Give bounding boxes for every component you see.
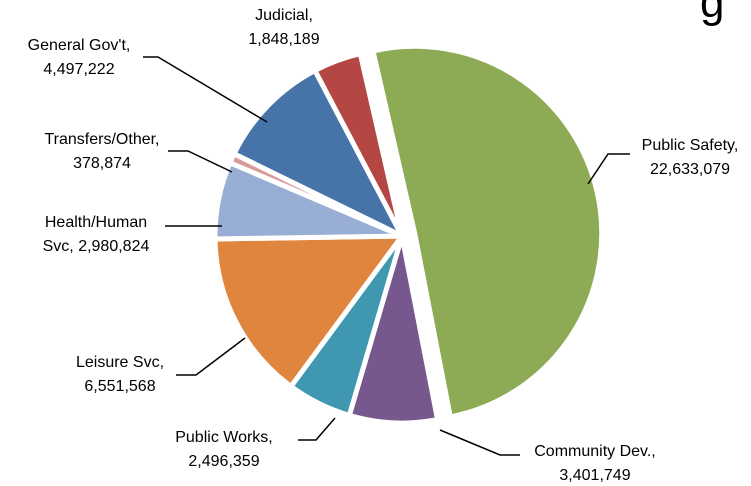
slice-label: Judicial, 1,848,189: [248, 7, 319, 48]
slice-label-line: Leisure Svc,: [76, 354, 164, 371]
pie-slice-judicial: [312, 51, 405, 239]
slice-label-line: 1,848,189: [248, 31, 319, 48]
pie-slice-leisure-svc: [212, 233, 405, 389]
slice-label: General Gov't, 4,497,222: [28, 37, 131, 78]
leader-lines: [143, 56, 630, 456]
slice-label-line: 378,874: [73, 155, 131, 172]
leader-line: [298, 417, 336, 441]
slice-label-line: 22,633,079: [650, 161, 730, 178]
slice-label-line: General Gov't,: [28, 37, 131, 54]
slice-label: Transfers/Other, 378,874: [45, 131, 160, 172]
pie-slices: [212, 43, 605, 426]
pie-slice-public-safety: [370, 43, 605, 420]
slice-label-line: Public Safety,: [642, 137, 739, 154]
leader-line: [587, 153, 630, 185]
slice-label-line: Svc, 2,980,824: [43, 238, 150, 255]
slice-label: Public Safety, 22,633,079: [642, 137, 739, 178]
slice-label: Community Dev., 3,401,749: [534, 443, 656, 484]
slice-labels: Public Safety, 22,633,079 Community Dev., 3…: [28, 7, 739, 484]
slice-label-line: Health/Human: [45, 214, 147, 231]
leader-line: [176, 337, 246, 376]
slice-label-line: 3,401,749: [559, 467, 630, 484]
slice-label-line: 4,497,222: [43, 61, 114, 78]
leader-line: [439, 429, 520, 456]
slice-label: Health/Human Svc, 2,980,824: [43, 214, 150, 255]
slice-label-line: 6,551,568: [84, 378, 155, 395]
slice-label: Leisure Svc, 6,551,568: [76, 354, 164, 395]
slice-label: Public Works, 2,496,359: [175, 429, 273, 470]
slice-label-line: Judicial,: [255, 7, 313, 24]
leader-line: [168, 150, 233, 173]
slice-label-line: Community Dev.,: [534, 443, 656, 460]
chart-title-fragment: g: [700, 0, 725, 27]
slice-label-line: 2,496,359: [188, 453, 259, 470]
slice-label-line: Transfers/Other,: [45, 131, 160, 148]
leader-line: [143, 56, 268, 123]
pie-slice-general-gov-t: [231, 68, 405, 239]
slice-label-line: Public Works,: [175, 429, 273, 446]
